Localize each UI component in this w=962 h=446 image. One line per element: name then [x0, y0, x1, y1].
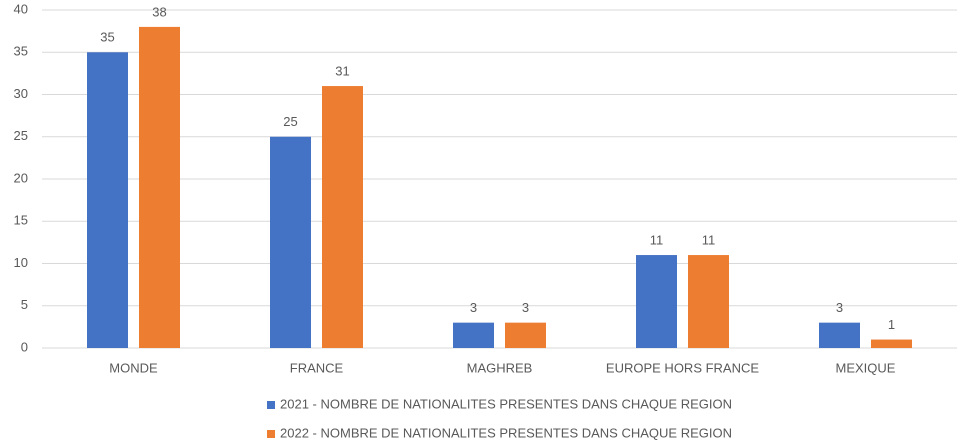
- y-tick-label: 10: [14, 255, 28, 270]
- y-tick-label: 30: [14, 86, 28, 101]
- data-label: 38: [152, 4, 166, 19]
- y-tick-label: 5: [21, 297, 28, 312]
- data-label: 35: [100, 30, 114, 45]
- data-label: 3: [836, 300, 843, 315]
- x-tick-label: MAGHREB: [467, 360, 533, 375]
- legend-swatch: [267, 430, 276, 438]
- data-label: 31: [335, 63, 349, 78]
- data-label: 3: [522, 300, 529, 315]
- data-label: 3: [470, 300, 477, 315]
- bar: [819, 322, 860, 348]
- legend-swatch: [267, 401, 276, 409]
- data-label: 1: [888, 317, 895, 332]
- bar: [505, 322, 546, 348]
- x-tick-label: FRANCE: [290, 360, 344, 375]
- bar: [871, 339, 912, 348]
- x-tick-label: EUROPE HORS FRANCE: [606, 360, 759, 375]
- bar: [636, 255, 677, 348]
- y-tick-label: 25: [14, 128, 28, 143]
- bar: [139, 26, 180, 349]
- bar: [270, 136, 311, 348]
- y-tick-label: 20: [14, 170, 28, 185]
- y-tick-label: 40: [14, 1, 28, 16]
- data-label: 11: [650, 232, 664, 247]
- data-label: 11: [702, 232, 716, 247]
- legend-label: 2021 - NOMBRE DE NATIONALITES PRESENTES …: [280, 396, 732, 411]
- data-label: 25: [283, 114, 297, 129]
- bar: [688, 255, 729, 348]
- bar: [453, 322, 494, 348]
- y-tick-label: 0: [21, 339, 28, 354]
- bar: [87, 52, 128, 348]
- legend-label: 2022 - NOMBRE DE NATIONALITES PRESENTES …: [280, 425, 732, 440]
- y-tick-label: 15: [14, 213, 28, 228]
- y-tick-label: 35: [14, 44, 28, 59]
- x-tick-label: MEXIQUE: [836, 360, 896, 375]
- x-tick-label: MONDE: [109, 360, 158, 375]
- bar: [322, 86, 363, 349]
